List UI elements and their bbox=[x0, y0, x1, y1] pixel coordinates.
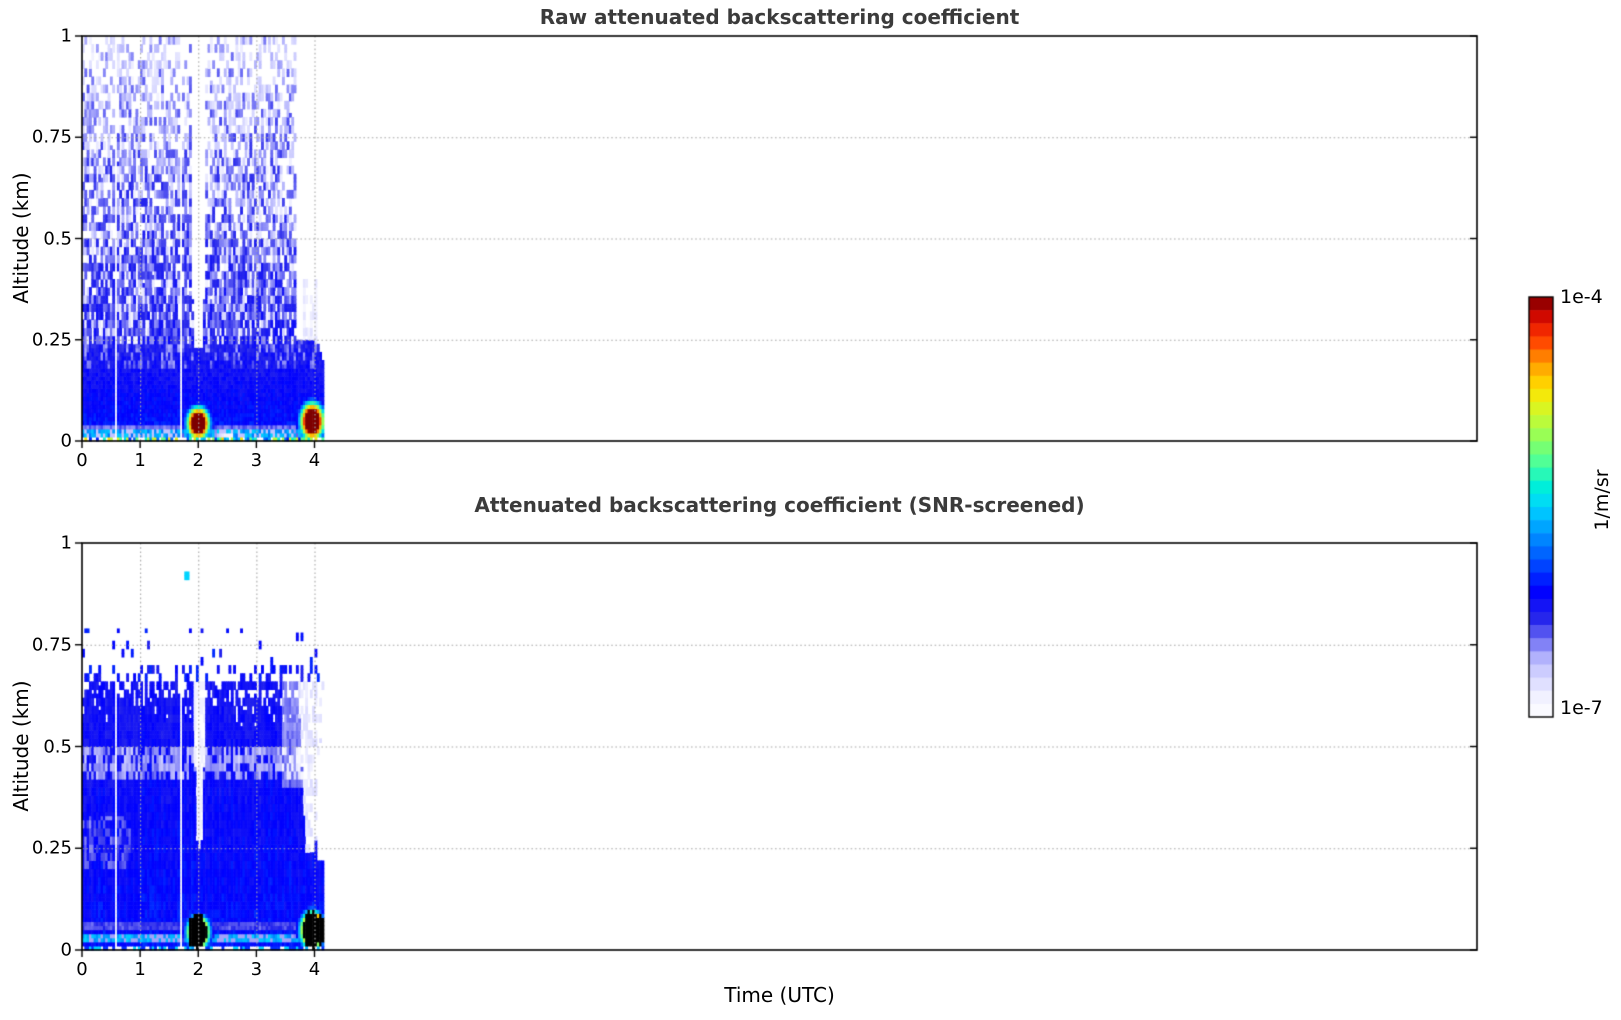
y-tick-label: 0.5 bbox=[43, 228, 72, 249]
y-tick-label: 0.5 bbox=[43, 736, 72, 757]
x-tick-label: 3 bbox=[250, 959, 263, 980]
y-tick-label: 0 bbox=[60, 939, 72, 961]
x-tick-label: 1 bbox=[134, 959, 146, 980]
x-tick-label: 0 bbox=[76, 959, 88, 980]
y-tick-label: 0.75 bbox=[31, 634, 72, 656]
colorbar-unit-label: 1/m/sr bbox=[1591, 469, 1613, 531]
x-tick-label: 2 bbox=[192, 959, 204, 980]
y-tick-label: 0 bbox=[60, 430, 72, 452]
panel1-y-axis-label: Altitude (km) bbox=[9, 172, 33, 304]
panel2-y-axis-label: Altitude (km) bbox=[9, 680, 33, 812]
y-tick-label: 1 bbox=[60, 532, 72, 554]
panel2-title: Attenuated backscattering coefficient (S… bbox=[474, 493, 1085, 517]
x-tick-label: 1 bbox=[134, 450, 146, 471]
y-tick-label: 0.75 bbox=[31, 126, 72, 148]
y-tick-label: 0.25 bbox=[31, 329, 72, 351]
x-tick-label: 0 bbox=[76, 450, 88, 471]
x-tick-label: 3 bbox=[250, 450, 263, 471]
x-tick-label: 4 bbox=[308, 450, 321, 471]
x-tick-label: 2 bbox=[192, 450, 204, 471]
y-tick-label: 1 bbox=[60, 25, 72, 47]
colorbar-min-label: 1e-7 bbox=[1560, 697, 1603, 719]
x-axis-label: Time (UTC) bbox=[724, 983, 835, 1007]
panel1-title: Raw attenuated backscattering coefficien… bbox=[539, 5, 1020, 29]
y-tick-label: 0.25 bbox=[31, 837, 72, 859]
x-tick-label: 4 bbox=[308, 959, 321, 980]
colorbar-max-label: 1e-4 bbox=[1560, 286, 1603, 308]
